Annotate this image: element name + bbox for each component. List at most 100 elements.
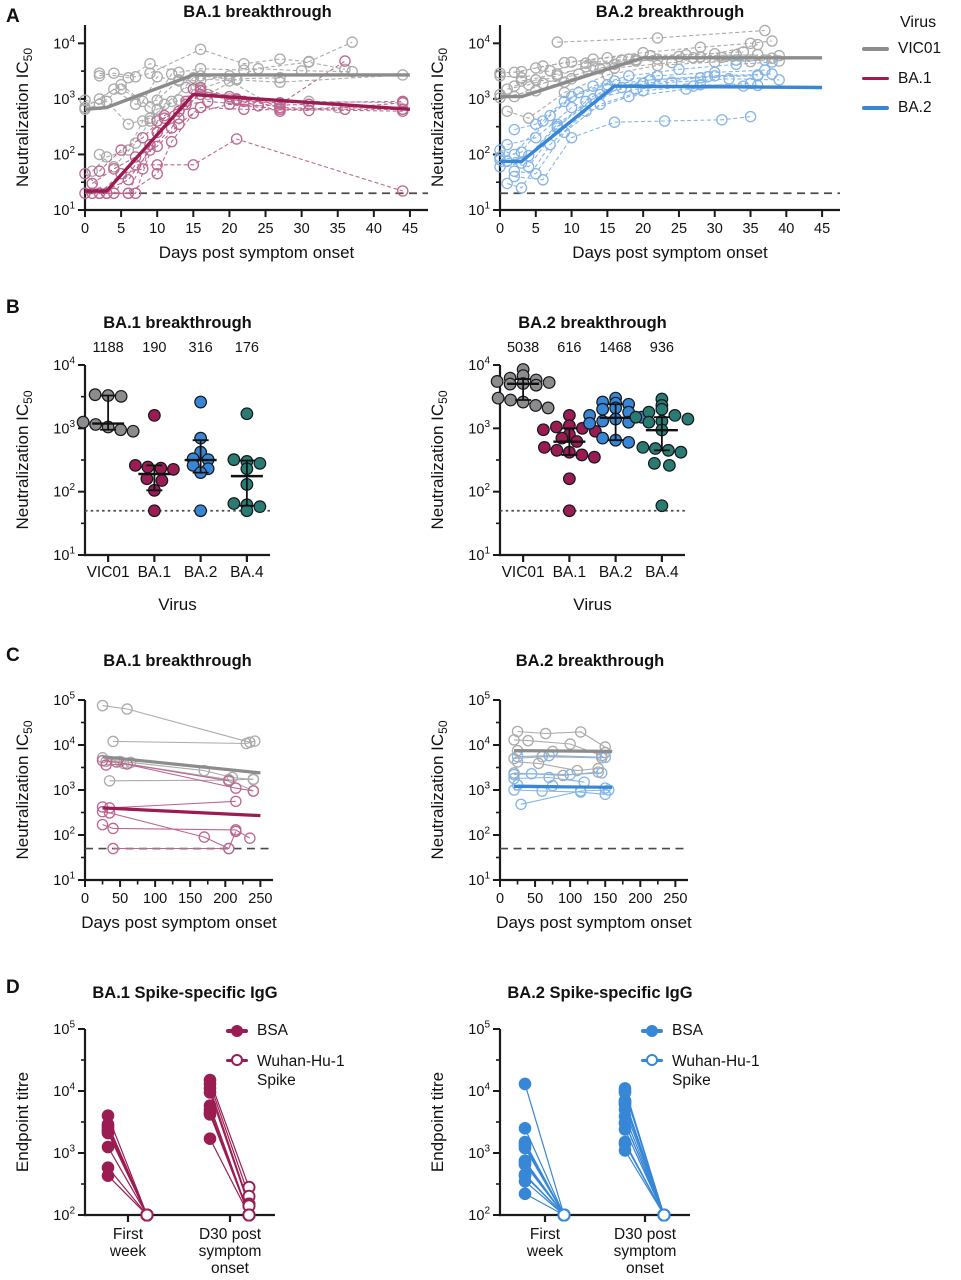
svg-text:101: 101: [53, 201, 75, 220]
svg-text:176: 176: [235, 340, 259, 356]
svg-text:103: 103: [53, 89, 75, 108]
svg-text:VIC01: VIC01: [87, 564, 130, 581]
svg-text:190: 190: [142, 340, 166, 356]
svg-text:week: week: [109, 1243, 146, 1260]
chart-title-c2: BA.2 breakthrough: [515, 652, 665, 670]
filled-dot-icon: [231, 1024, 243, 1037]
svg-text:101: 101: [468, 201, 490, 220]
svg-text:onset: onset: [211, 1260, 250, 1277]
svg-text:symptom: symptom: [199, 1243, 262, 1260]
svg-text:104: 104: [53, 1082, 75, 1101]
svg-text:200: 200: [628, 891, 652, 907]
panel-label-d: D: [6, 977, 20, 998]
svg-text:40: 40: [778, 221, 794, 237]
svg-text:103: 103: [53, 419, 75, 438]
panel-label-c: C: [6, 645, 20, 666]
ba2-line-swatch: [862, 106, 889, 110]
vic01-line-swatch: [862, 47, 889, 51]
svg-text:Endpoint titre: Endpoint titre: [428, 1072, 447, 1172]
svg-text:104: 104: [53, 736, 75, 755]
svg-text:5: 5: [532, 221, 540, 237]
svg-text:104: 104: [53, 356, 75, 375]
d1-legend-item-wuhan: Wuhan-Hu-1 Spike: [226, 1052, 375, 1091]
svg-text:5: 5: [117, 221, 125, 237]
svg-text:BA.1: BA.1: [138, 564, 172, 581]
svg-text:Neutralization IC50: Neutralization IC50: [13, 720, 35, 859]
svg-text:105: 105: [468, 691, 490, 710]
bsa-swatch: [226, 1024, 248, 1037]
svg-text:35: 35: [742, 221, 758, 237]
svg-text:101: 101: [53, 546, 75, 565]
svg-text:150: 150: [593, 891, 617, 907]
svg-text:Neutralization IC50: Neutralization IC50: [13, 390, 35, 529]
svg-text:103: 103: [53, 781, 75, 800]
svg-text:102: 102: [53, 482, 75, 501]
svg-text:30: 30: [707, 221, 723, 237]
svg-text:Virus: Virus: [573, 595, 611, 614]
legend-item-ba2: BA.2: [862, 99, 941, 118]
svg-text:104: 104: [468, 34, 490, 53]
svg-text:101: 101: [468, 546, 490, 565]
d2-legend-item-wuhan: Wuhan-Hu-1 Spike: [641, 1052, 790, 1091]
svg-text:30: 30: [294, 221, 310, 237]
chart-a1: 101 102 103 104 0 5 10 15 20 25 30 35 40 45 Days post …: [13, 25, 428, 262]
svg-text:50: 50: [527, 891, 543, 907]
chart-title-d2: BA.2 Spike-specific IgG: [507, 984, 693, 1002]
svg-text:VIC01: VIC01: [502, 564, 545, 581]
svg-text:onset: onset: [626, 1260, 665, 1277]
svg-text:102: 102: [53, 145, 75, 164]
svg-text:0: 0: [81, 891, 89, 907]
svg-text:25: 25: [671, 221, 687, 237]
svg-text:Days post symptom onset: Days post symptom onset: [572, 243, 768, 262]
svg-text:35: 35: [330, 221, 346, 237]
svg-text:20: 20: [635, 221, 651, 237]
svg-text:week: week: [526, 1243, 563, 1260]
chart-title-d1: BA.1 Spike-specific IgG: [92, 984, 278, 1002]
legend-item-ba1: BA.1: [862, 70, 941, 89]
bsa-swatch: [641, 1024, 663, 1037]
svg-text:150: 150: [178, 891, 202, 907]
svg-text:BA.4: BA.4: [230, 564, 264, 581]
svg-text:105: 105: [53, 1020, 75, 1039]
svg-text:250: 250: [663, 891, 687, 907]
svg-text:Neutralization IC50: Neutralization IC50: [428, 48, 450, 187]
virus-legend-title: Virus: [900, 14, 937, 31]
d1-legend-item-bsa: BSA: [226, 1022, 375, 1041]
chart-b2: 101 102 103 104 Neutralization IC50 VIC01 5038…: [428, 340, 695, 614]
d2-legend-item-bsa: BSA: [641, 1022, 790, 1041]
svg-text:symptom: symptom: [614, 1243, 677, 1260]
svg-text:200: 200: [213, 891, 237, 907]
svg-text:100: 100: [143, 891, 167, 907]
d2-legend: BSA Wuhan-Hu-1 Spike: [641, 1022, 790, 1101]
chart-title-a1: BA.1 breakthrough: [183, 3, 332, 21]
svg-text:Days post symptom onset: Days post symptom onset: [159, 243, 355, 262]
svg-text:103: 103: [468, 1144, 490, 1163]
chart-title-b2: BA.2 breakthrough: [518, 314, 667, 332]
svg-text:20: 20: [221, 221, 237, 237]
svg-text:0: 0: [496, 221, 504, 237]
chart-title-b1: BA.1 breakthrough: [103, 314, 252, 332]
chart-b1: 101 102 103 104 Neutralization IC50 VIC01 1188…: [13, 340, 270, 614]
svg-text:First: First: [530, 1226, 561, 1243]
svg-text:102: 102: [53, 1206, 75, 1225]
svg-text:BA.4: BA.4: [645, 564, 679, 581]
svg-text:103: 103: [468, 89, 490, 108]
svg-text:Neutralization IC50: Neutralization IC50: [428, 390, 450, 529]
svg-text:15: 15: [599, 221, 615, 237]
svg-text:616: 616: [557, 340, 581, 356]
svg-text:25: 25: [257, 221, 273, 237]
svg-text:40: 40: [366, 221, 382, 237]
svg-text:102: 102: [53, 826, 75, 845]
svg-text:102: 102: [468, 826, 490, 845]
svg-text:BA.2: BA.2: [599, 564, 633, 581]
svg-text:250: 250: [248, 891, 272, 907]
svg-text:Days post symptom onset: Days post symptom onset: [81, 913, 277, 932]
svg-text:0: 0: [496, 891, 504, 907]
svg-text:Neutralization IC50: Neutralization IC50: [13, 48, 35, 187]
svg-text:1468: 1468: [599, 340, 631, 356]
svg-text:103: 103: [53, 1144, 75, 1163]
wuhan-swatch: [226, 1054, 248, 1067]
svg-text:Virus: Virus: [158, 595, 196, 614]
chart-c2: 101 102 103 104 105 0 50 100 150 200 250 Days post …: [428, 691, 692, 933]
